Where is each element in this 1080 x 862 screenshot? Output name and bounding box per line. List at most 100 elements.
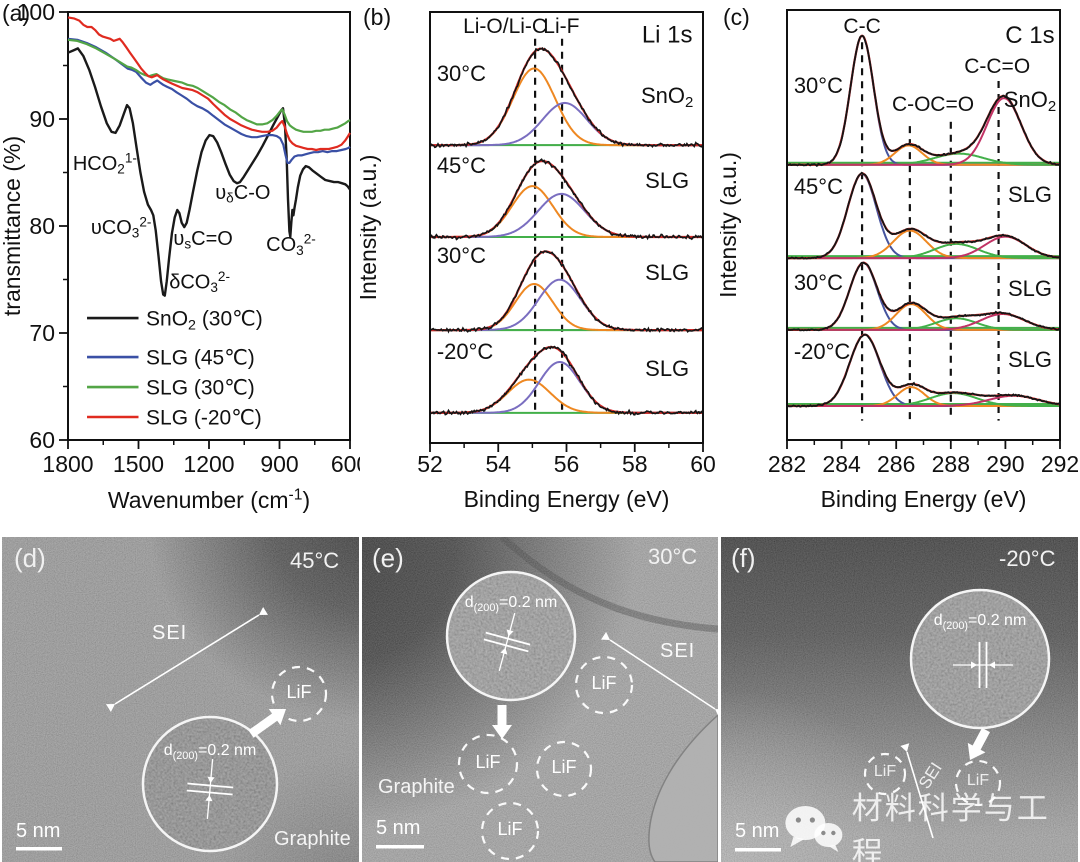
fit-component-0-1 bbox=[430, 101, 703, 147]
lif-label: LiF bbox=[286, 682, 312, 702]
sei-label: SEI bbox=[152, 622, 188, 644]
temp-label-0: 30°C bbox=[437, 61, 486, 86]
x-tick-label: 290 bbox=[986, 451, 1024, 477]
ftir-series-3 bbox=[67, 16, 351, 152]
x-tick-label: 288 bbox=[932, 451, 970, 477]
lif-label: LiF bbox=[873, 763, 897, 780]
inset-circle bbox=[141, 715, 279, 853]
temp-label-0: 30°C bbox=[794, 73, 843, 98]
panel-f-letter: (f) bbox=[731, 543, 756, 573]
vacuum-region bbox=[648, 713, 718, 862]
peak-label-2: C=O bbox=[930, 93, 974, 116]
y-tick-label: 70 bbox=[29, 320, 55, 346]
lif-particle-circle-0 bbox=[863, 752, 907, 796]
xps-li1s-chart: 30°C SnO2 45°C SLG 30°C SLG -20°C SLG 52 54 56 58 60… bbox=[360, 11, 716, 512]
raw-data-3 bbox=[786, 333, 1061, 408]
temp-label-1: 45°C bbox=[794, 174, 843, 199]
band-annotation-5: CO32- bbox=[266, 232, 316, 258]
tem-image-minus20c: (f) -20°C d(200)=0.2 nm LiF LiF SEI 5 nm… bbox=[721, 537, 1078, 862]
band-annotation-1: υCO32- bbox=[91, 214, 152, 240]
peak-label-0: Li-O/Li-C bbox=[463, 15, 547, 38]
x-tick-label: 286 bbox=[877, 451, 915, 477]
fit-component-1-0 bbox=[430, 185, 703, 238]
x-tick-label: 600 bbox=[331, 451, 360, 477]
lif-label: LiF bbox=[475, 752, 501, 772]
x-tick-label: 900 bbox=[260, 451, 298, 477]
spectrum-title: C 1s bbox=[1005, 22, 1054, 49]
ftir-series-0 bbox=[67, 47, 351, 297]
lif-label: LiF bbox=[966, 772, 990, 789]
temperature-label: 30°C bbox=[648, 544, 698, 569]
ftir-series-2 bbox=[67, 38, 351, 133]
sample-label-3: SLG bbox=[1008, 347, 1052, 372]
tem-micrograph-background bbox=[362, 537, 718, 862]
peak-label-0: C-C bbox=[843, 15, 880, 38]
ftir-chart: 1800 1500 1200 900 600 100 90 80 70 60 Wavenumber … bbox=[0, 0, 360, 513]
peak-label-1: Li-F bbox=[543, 15, 579, 38]
x-tick-label: 1800 bbox=[42, 451, 93, 477]
magnified-inset bbox=[447, 572, 575, 700]
raw-data-2 bbox=[429, 250, 704, 334]
y-tick-label: 60 bbox=[29, 427, 55, 453]
x-tick-label: 56 bbox=[554, 451, 580, 477]
x-tick-label: 60 bbox=[690, 451, 716, 477]
y-tick-label: 100 bbox=[17, 0, 55, 25]
band-annotation-4: υδC-O bbox=[215, 182, 270, 206]
lif-particle-circle-1 bbox=[954, 759, 1002, 807]
scale-bar bbox=[735, 848, 781, 852]
graphite-label: Graphite bbox=[274, 828, 351, 850]
temperature-label: 45°C bbox=[290, 548, 340, 573]
panel-e-letter: (e) bbox=[372, 543, 404, 573]
x-tick-label: 58 bbox=[622, 451, 648, 477]
y-axis-title: Intensity (a.u.) bbox=[360, 155, 381, 301]
fit-component-3-0 bbox=[430, 378, 703, 414]
x-tick-label: 1200 bbox=[183, 451, 234, 477]
lif-particle-circle-2 bbox=[535, 740, 593, 798]
fit-component-1-1 bbox=[430, 192, 703, 238]
scale-bar-label: 5 nm bbox=[376, 817, 421, 839]
temp-label-1: 45°C bbox=[437, 153, 486, 178]
legend-label-0: SnO2 (30℃) bbox=[146, 308, 263, 334]
fit-component-2-0 bbox=[430, 283, 703, 332]
x-tick-label: 52 bbox=[417, 451, 443, 477]
spectrum-title: Li 1s bbox=[642, 21, 693, 48]
lif-label: LiF bbox=[497, 819, 523, 839]
scale-bar bbox=[16, 847, 62, 851]
lattice-fringe-marker bbox=[953, 642, 1013, 688]
sample-label-0: SnO2 bbox=[1004, 87, 1056, 115]
temperature-label: -20°C bbox=[999, 546, 1056, 571]
watermark: 材料科学与工程 bbox=[783, 783, 1078, 862]
peak-label-1: C-O bbox=[892, 93, 931, 116]
d-spacing-label: d(200)=0.2 nm bbox=[464, 594, 558, 615]
sample-label-1: SLG bbox=[645, 168, 689, 193]
raw-data-1 bbox=[787, 171, 1061, 260]
x-axis-title: Binding Energy (eV) bbox=[464, 486, 670, 512]
temp-label-3: -20°C bbox=[437, 339, 494, 364]
peak-label-3: C-C=O bbox=[964, 55, 1030, 78]
x-tick-label: 284 bbox=[822, 451, 861, 477]
scale-bar-label: 5 nm bbox=[16, 820, 61, 842]
x-tick-label: 282 bbox=[768, 451, 806, 477]
watermark-text: 材料科学与工程 bbox=[851, 791, 1050, 862]
tem-micrograph-background bbox=[2, 537, 359, 862]
y-axis-title: transmittance (%) bbox=[0, 136, 25, 316]
inset-circle bbox=[909, 588, 1051, 730]
inset-circle bbox=[445, 570, 577, 702]
d-spacing-label: d(200)=0.2 nm bbox=[163, 742, 257, 763]
legend-label-3: SLG (-20℃) bbox=[146, 406, 262, 429]
lif-particle-circle-0 bbox=[270, 665, 328, 723]
panel-b-letter: (b) bbox=[363, 4, 392, 30]
temp-label-3: -20°C bbox=[794, 339, 851, 364]
raw-data-3 bbox=[429, 345, 704, 416]
lattice-fringe-marker bbox=[186, 759, 234, 819]
sei-label: SEI bbox=[660, 640, 696, 662]
y-tick-label: 90 bbox=[29, 106, 55, 132]
raw-data-0 bbox=[787, 34, 1061, 167]
tem-image-30c: (e) 30°C d(200)=0.2 nm LiF SEI LiF LiF L… bbox=[362, 537, 718, 862]
panel-d-letter: (d) bbox=[14, 543, 46, 573]
raw-data-1 bbox=[429, 158, 704, 241]
legend-label-2: SLG (30℃) bbox=[146, 377, 255, 400]
lif-particle-circle-3 bbox=[480, 801, 540, 861]
graphite-label: Graphite bbox=[378, 776, 455, 798]
